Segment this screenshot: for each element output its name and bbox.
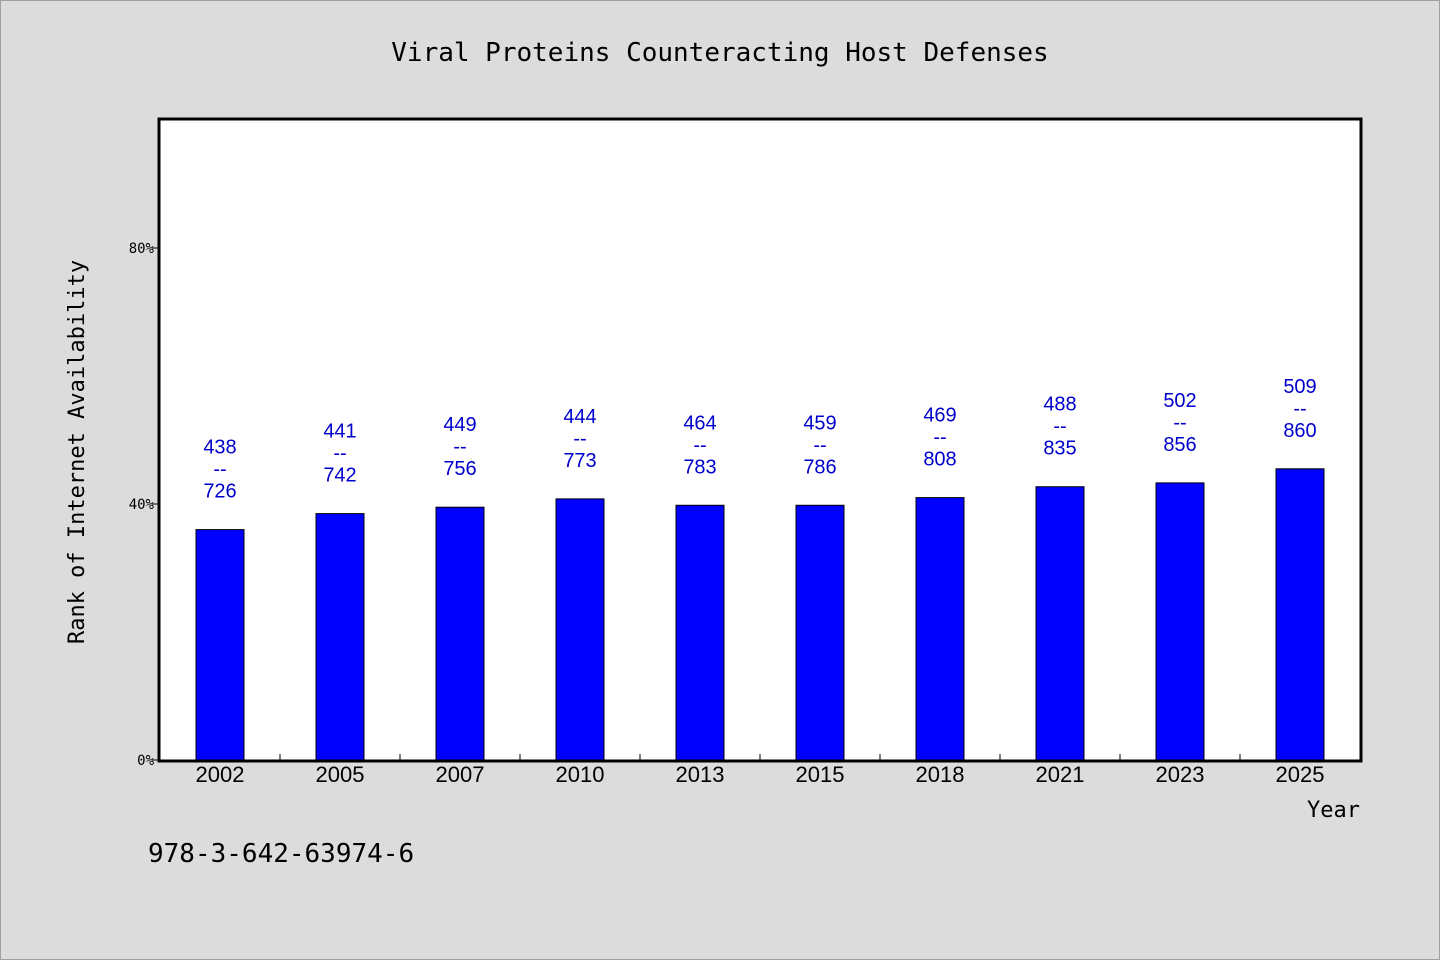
x-tick-label: 2015 — [796, 762, 845, 787]
data-label-top: 464 — [683, 412, 716, 434]
x-tick-label: 2005 — [316, 762, 365, 787]
x-axis-label: Year — [1307, 798, 1360, 823]
data-label-bottom: 835 — [1043, 438, 1076, 460]
data-label-separator: -- — [573, 428, 586, 450]
data-label-separator: -- — [813, 434, 826, 456]
data-label-top: 441 — [323, 421, 356, 443]
data-label-separator: -- — [1173, 412, 1186, 434]
x-tick-label: 2021 — [1036, 762, 1085, 787]
x-tick-label: 2023 — [1156, 762, 1205, 787]
data-label-separator: -- — [1053, 416, 1066, 438]
data-label-bottom: 773 — [563, 450, 596, 472]
data-label-top: 469 — [923, 405, 956, 427]
data-label-top: 488 — [1043, 394, 1076, 416]
data-label-separator: -- — [693, 434, 706, 456]
data-label-bottom: 742 — [323, 465, 356, 487]
data-label-top: 509 — [1283, 376, 1316, 398]
chart-title: Viral Proteins Counteracting Host Defens… — [391, 38, 1048, 68]
bar-2002 — [195, 529, 245, 761]
data-label-separator: -- — [933, 427, 946, 449]
ticks-group: 0% 40% 80% 2002 2005 2007 2010 2013 2015 2018 2021… — [129, 241, 1325, 787]
bar-2025 — [1275, 468, 1325, 761]
data-label-separator: -- — [213, 459, 226, 481]
x-tick-label: 2002 — [196, 762, 245, 787]
data-label-bottom: 786 — [803, 456, 836, 478]
footnote-isbn: 978-3-642-63974-6 — [148, 839, 414, 869]
data-label-bottom: 726 — [203, 481, 236, 503]
x-tick-label: 2010 — [556, 762, 605, 787]
data-label-bottom: 783 — [683, 456, 716, 478]
y-tick-label: 80% — [129, 241, 155, 257]
bar-2010 — [555, 498, 605, 761]
data-label-separator: -- — [453, 436, 466, 458]
data-label-bottom: 856 — [1163, 434, 1196, 456]
bar-2023 — [1155, 482, 1205, 761]
data-label-bottom: 756 — [443, 458, 476, 480]
x-tick-label: 2013 — [676, 762, 725, 787]
y-axis-label: Rank of Internet Availability — [65, 260, 90, 644]
x-tick-label: 2018 — [916, 762, 965, 787]
data-label-top: 438 — [203, 437, 236, 459]
data-labels-group: 438--726441--742449--756444--773464--783… — [203, 376, 1316, 503]
data-label-top: 449 — [443, 414, 476, 436]
y-tick-label: 0% — [137, 753, 154, 769]
data-label-bottom: 808 — [923, 449, 956, 471]
bar-2021 — [1035, 486, 1085, 761]
data-label-top: 502 — [1163, 390, 1196, 412]
bar-2018 — [915, 497, 965, 761]
bar-2007 — [435, 506, 485, 761]
data-label-bottom: 860 — [1283, 420, 1316, 442]
bar-2015 — [795, 504, 845, 761]
data-label-separator: -- — [1293, 398, 1306, 420]
data-label-separator: -- — [333, 443, 346, 465]
bar-2005 — [315, 513, 365, 761]
bar-2013 — [675, 504, 725, 761]
bars-group — [195, 468, 1325, 761]
x-tick-label: 2025 — [1276, 762, 1325, 787]
x-tick-label: 2007 — [436, 762, 485, 787]
data-label-top: 459 — [803, 412, 836, 434]
y-tick-label: 40% — [129, 497, 155, 513]
data-label-top: 444 — [563, 406, 596, 428]
